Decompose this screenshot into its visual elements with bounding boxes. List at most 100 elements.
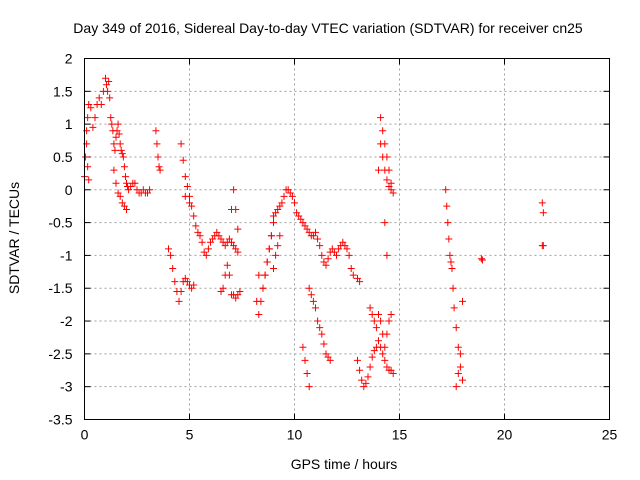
y-tick-label: -2.5	[48, 346, 72, 362]
data-point	[111, 146, 119, 154]
data-point	[234, 248, 242, 256]
data-point	[177, 140, 185, 148]
data-point	[117, 146, 125, 154]
data-point	[448, 265, 456, 273]
data-point	[106, 94, 114, 102]
data-point	[270, 265, 277, 273]
data-point	[171, 278, 179, 286]
data-point	[383, 153, 391, 161]
data-point	[110, 166, 118, 174]
data-point	[288, 192, 296, 200]
data-point	[291, 199, 298, 207]
data-point	[368, 310, 376, 318]
data-point	[362, 379, 370, 387]
data-point	[236, 288, 244, 296]
grid-lines	[84, 58, 610, 420]
data-point	[456, 363, 464, 371]
y-tick-label: -1	[60, 247, 73, 263]
y-tick-label: 0.5	[53, 149, 73, 165]
tick-labels: 0 5 10 15 20 25 -3.5 -3 -2.5 -2 -1.5 -1 -0.5 0 0.5 1 1.5…	[48, 51, 617, 443]
data-point	[108, 120, 116, 128]
data-point	[177, 288, 185, 296]
data-point	[89, 123, 97, 131]
data-point	[175, 297, 183, 305]
data-point	[115, 130, 123, 138]
data-point	[265, 245, 273, 253]
data-point	[120, 163, 128, 171]
data-point	[104, 87, 112, 95]
data-point	[381, 140, 389, 148]
data-point	[272, 251, 280, 259]
data-point	[333, 251, 340, 259]
data-point	[452, 324, 460, 332]
data-point	[181, 173, 189, 181]
data-point	[443, 202, 451, 210]
data-point	[84, 114, 92, 122]
y-tick-label: -0.5	[48, 215, 72, 231]
y-tick-label: -3	[60, 379, 73, 395]
data-point	[343, 245, 351, 253]
chart-title: Day 349 of 2016, Sidereal Day-to-day VTE…	[73, 20, 583, 36]
data-point	[356, 278, 364, 286]
data-point	[450, 304, 458, 312]
data-point	[314, 317, 322, 325]
y-tick-label: 1	[65, 116, 73, 132]
x-axis-label: GPS time / hours	[291, 456, 398, 472]
data-point	[454, 343, 462, 351]
y-tick-label: -3.5	[48, 412, 72, 428]
data-point	[314, 235, 322, 243]
data-point	[445, 235, 453, 243]
data-point	[123, 179, 130, 187]
data-point	[389, 189, 397, 197]
x-tick-label: 15	[392, 427, 408, 443]
data-point	[324, 255, 332, 263]
data-point	[449, 284, 457, 292]
data-point	[225, 271, 233, 279]
x-tick-label: 0	[81, 427, 89, 443]
data-point	[377, 114, 385, 122]
data-point	[123, 205, 130, 213]
data-point	[354, 356, 361, 364]
data-point	[154, 153, 162, 161]
data-point	[385, 317, 393, 325]
data-point	[375, 166, 382, 174]
data-point	[155, 163, 163, 171]
data-point	[447, 258, 455, 266]
data-point	[381, 356, 389, 364]
data-point	[274, 242, 282, 250]
data-point	[181, 192, 189, 200]
data-point	[223, 261, 231, 269]
data-point	[82, 153, 90, 161]
data-point	[119, 153, 127, 161]
data-point	[318, 251, 326, 259]
data-point	[118, 150, 126, 158]
data-point	[179, 156, 187, 164]
data-point	[383, 330, 391, 338]
data-point	[316, 242, 324, 250]
data-point	[204, 245, 212, 253]
data-point	[387, 179, 395, 187]
data-point	[299, 343, 307, 351]
data-point	[456, 350, 464, 358]
data-point	[230, 186, 238, 194]
data-point	[196, 232, 204, 240]
data-point	[375, 310, 382, 318]
data-point	[383, 251, 391, 259]
data-point	[307, 291, 315, 299]
data-point	[366, 304, 374, 312]
data-point	[91, 114, 99, 122]
data-point	[116, 140, 124, 148]
data-point	[358, 376, 366, 384]
data-point	[347, 265, 355, 273]
data-point	[116, 192, 124, 200]
data-point	[372, 324, 380, 332]
x-tick-label: 25	[602, 427, 618, 443]
data-point	[312, 304, 319, 312]
data-point	[303, 370, 311, 378]
data-point	[190, 212, 198, 220]
data-point	[318, 330, 326, 338]
data-point	[165, 245, 172, 253]
data-point	[186, 199, 193, 207]
data-point	[389, 370, 397, 378]
x-tick-label: 5	[186, 427, 194, 443]
